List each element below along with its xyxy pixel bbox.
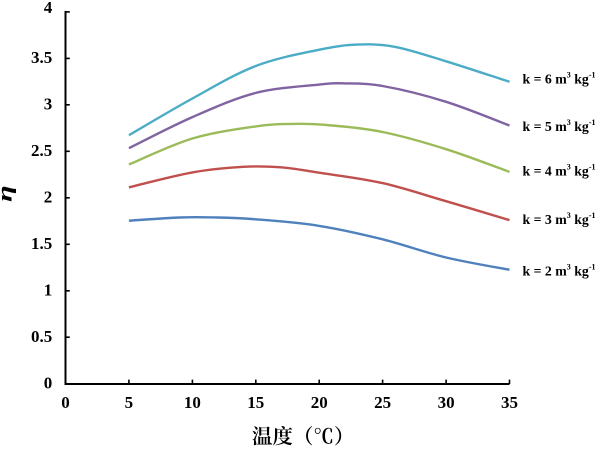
svg-text:k = 5 m3 kg-1: k = 5 m3 kg-1 [523,118,596,134]
svg-text:4: 4 [44,0,53,17]
svg-text:3: 3 [44,95,53,114]
svg-text:3.5: 3.5 [31,48,52,67]
svg-text:0: 0 [61,393,70,412]
svg-text:20: 20 [311,393,328,412]
svg-text:η: η [0,185,16,202]
svg-text:10: 10 [184,393,201,412]
svg-text:0: 0 [44,374,53,393]
svg-text:2.5: 2.5 [31,141,52,160]
svg-text:k = 2 m3 kg-1: k = 2 m3 kg-1 [523,263,596,279]
svg-text:15: 15 [247,393,264,412]
svg-text:2: 2 [44,188,53,207]
svg-text:k = 6 m3 kg-1: k = 6 m3 kg-1 [523,70,596,86]
svg-text:1.5: 1.5 [31,234,52,253]
svg-text:k = 4 m3 kg-1: k = 4 m3 kg-1 [523,163,596,179]
svg-text:k = 3 m3 kg-1: k = 3 m3 kg-1 [523,211,596,227]
svg-text:35: 35 [501,393,518,412]
svg-text:0.5: 0.5 [31,327,52,346]
svg-text:5: 5 [125,393,134,412]
svg-text:1: 1 [44,281,53,300]
svg-text:25: 25 [374,393,391,412]
svg-text:30: 30 [438,393,455,412]
